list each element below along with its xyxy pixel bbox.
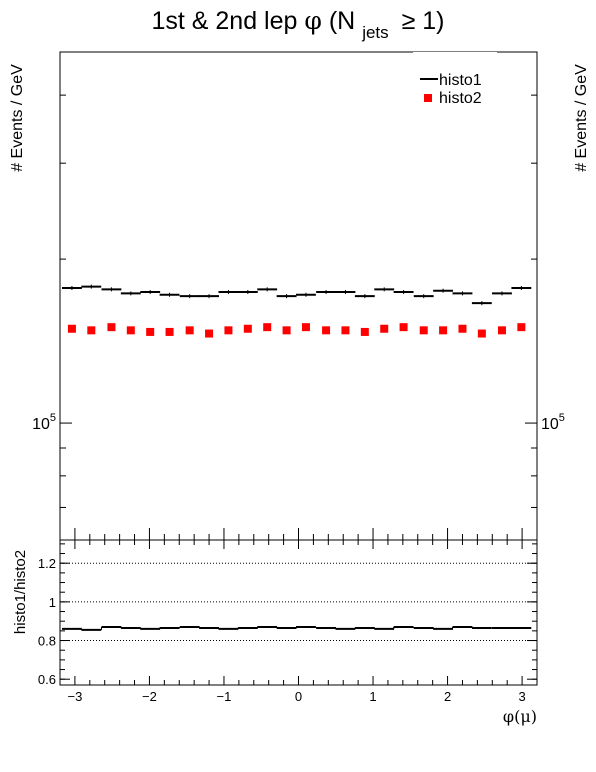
title-paren-open: (N xyxy=(329,7,355,35)
histo2-marker xyxy=(146,327,155,336)
ratio-ylabel: histo1/histo2 xyxy=(12,550,29,634)
histo2-marker xyxy=(67,324,76,333)
x-tick-label: 1 xyxy=(369,689,376,704)
histo2-marker xyxy=(165,327,174,336)
histo2-marker xyxy=(517,323,526,332)
histo2-marker xyxy=(497,326,506,335)
histo2-marker xyxy=(322,326,331,335)
ratio-y-tick-label: 1 xyxy=(49,595,56,610)
histo2-marker xyxy=(243,324,252,333)
histo2-marker xyxy=(185,326,194,335)
ratio-plot-layer: 0.6 0.8 1 1.2 −3 −2 −1 0 1 2 3 xyxy=(38,540,538,704)
x-tick-label: 0 xyxy=(295,689,302,704)
histo2-marker xyxy=(205,329,214,338)
x-tick-label: 3 xyxy=(518,689,525,704)
title-subscript: jets xyxy=(361,23,388,42)
x-tick-label: 2 xyxy=(444,689,451,704)
x-axis-label: φ(μ) xyxy=(503,707,537,726)
x-tick-label: −2 xyxy=(142,689,157,704)
histo2-marker xyxy=(439,326,448,335)
main-ylabel-right: # Events / GeV xyxy=(573,64,590,172)
histo2-marker xyxy=(126,326,135,335)
title-symbol: φ xyxy=(304,6,322,35)
y-tick-label-right: 105 xyxy=(541,412,565,433)
main-plot-layer: 105 105 xyxy=(32,94,565,540)
histo2-marker xyxy=(477,329,486,338)
histo2-marker xyxy=(263,323,272,332)
histo2-marker xyxy=(380,324,389,333)
histo2-marker xyxy=(399,323,408,332)
histo2-marker xyxy=(458,324,467,333)
x-tick-label: −1 xyxy=(217,689,232,704)
main-ylabel-left: # Events / GeV xyxy=(9,64,26,172)
histo2-marker xyxy=(107,323,116,332)
y-tick-label-left: 105 xyxy=(32,412,56,433)
ratio-y-tick-label: 0.8 xyxy=(38,634,56,649)
histo2-marker xyxy=(87,326,96,335)
main-plot-frame xyxy=(59,51,538,541)
x-tick-label: −3 xyxy=(67,689,82,704)
title-tail: ≥ 1) xyxy=(402,7,445,35)
histo2-marker xyxy=(282,326,291,335)
histo2-marker xyxy=(301,323,310,332)
ratio-y-tick-label: 0.6 xyxy=(38,672,56,687)
histo2-marker xyxy=(360,327,369,336)
ratio-y-tick-label: 1.2 xyxy=(38,556,56,571)
legend: histo1 histo2 xyxy=(413,52,497,110)
legend-swatch-histo2 xyxy=(424,94,432,102)
legend-label-histo2: histo2 xyxy=(439,90,482,107)
histo2-marker xyxy=(341,326,350,335)
histo2-marker xyxy=(224,326,233,335)
histo2-marker xyxy=(419,326,428,335)
ratio-plot-frame xyxy=(59,539,538,686)
legend-label-histo1: histo1 xyxy=(439,72,482,89)
title-main: 1st & 2nd lep xyxy=(151,7,297,35)
chart-title: 1st & 2nd lep φ (N jets ≥ 1) xyxy=(151,6,444,44)
